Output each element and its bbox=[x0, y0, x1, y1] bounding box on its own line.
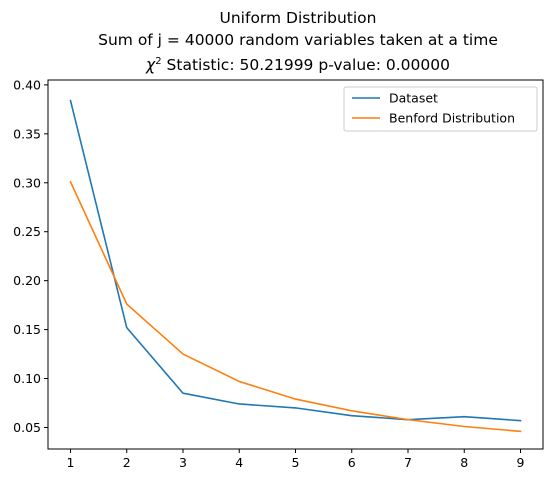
legend: Dataset Benford Distribution bbox=[343, 86, 538, 132]
series-line-1 bbox=[69, 99, 522, 422]
chart-title-line-3: χ2 Statistic: 50.21999 p-value: 0.00000 bbox=[145, 56, 450, 74]
plot-frame bbox=[47, 79, 544, 450]
x-tick-label: 2 bbox=[123, 455, 131, 470]
series-line-2 bbox=[69, 180, 522, 433]
stat-text: Statistic: 50.21999 p-value: 0.00000 bbox=[162, 56, 450, 74]
x-tick-label: 7 bbox=[404, 455, 412, 470]
series-layer bbox=[69, 99, 522, 433]
x-tick-label: 1 bbox=[67, 455, 75, 470]
x-tick-label: 6 bbox=[348, 455, 356, 470]
chart-title-line-2: Sum of j = 40000 random variables taken … bbox=[98, 31, 498, 49]
y-tick-label: 0.35 bbox=[13, 126, 41, 141]
y-tick-label: 0.40 bbox=[13, 77, 41, 92]
chi-exponent: 2 bbox=[155, 56, 161, 67]
chi-symbol: χ bbox=[145, 56, 156, 74]
chart-title-line-1: Uniform Distribution bbox=[220, 9, 377, 27]
chart-title: Uniform Distribution Sum of j = 40000 ra… bbox=[98, 9, 498, 74]
x-tick-label: 8 bbox=[460, 455, 468, 470]
x-tick-label: 3 bbox=[179, 455, 187, 470]
x-tick-label: 9 bbox=[517, 455, 525, 470]
legend-label-1: Dataset bbox=[389, 91, 438, 106]
legend-label-2: Benford Distribution bbox=[389, 111, 515, 126]
axes-layer: 1 2 3 4 5 6 7 8 9 0.05 0.10 0.15 0.20 0.25 0.30 0.35 0.4… bbox=[13, 77, 544, 470]
y-tick-label: 0.10 bbox=[13, 371, 41, 386]
legend-box bbox=[343, 86, 538, 132]
x-tick-label: 4 bbox=[235, 455, 243, 470]
y-tick-label: 0.05 bbox=[13, 420, 41, 435]
y-tick-label: 0.15 bbox=[13, 322, 41, 337]
x-tick-label: 5 bbox=[292, 455, 300, 470]
y-tick-label: 0.25 bbox=[13, 224, 41, 239]
y-tick-label: 0.20 bbox=[13, 273, 41, 288]
y-tick-label: 0.30 bbox=[13, 175, 41, 190]
